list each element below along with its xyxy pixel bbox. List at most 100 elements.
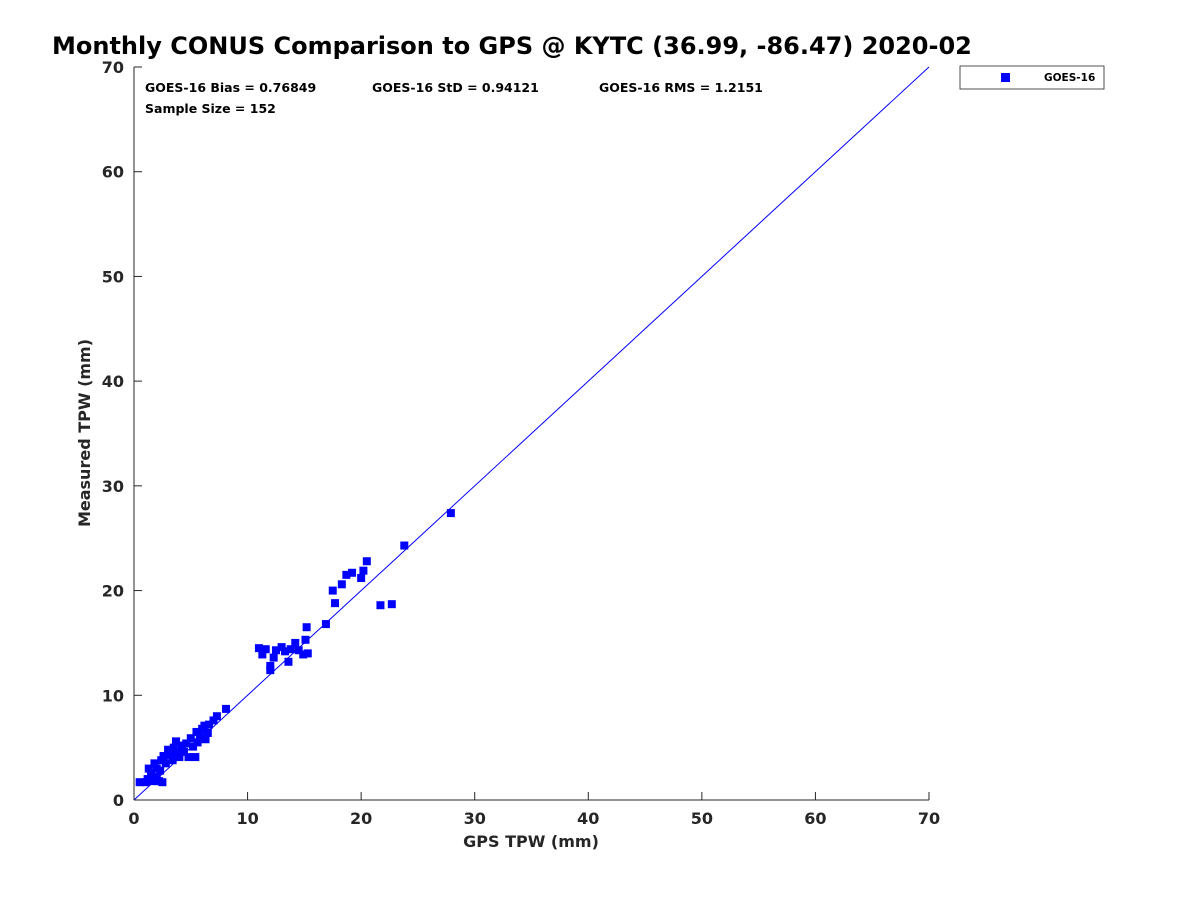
data-point (186, 734, 195, 743)
data-point (277, 643, 286, 652)
data-point (143, 775, 152, 784)
data-point (172, 737, 181, 746)
data-point (150, 759, 159, 768)
x-ticks: 0 10 20 30 40 50 60 70 (128, 792, 940, 828)
data-point (266, 661, 275, 670)
data-point (195, 732, 204, 741)
data-point (400, 541, 409, 550)
data-point (148, 777, 157, 786)
data-point (209, 716, 218, 725)
stat-sample-size: Sample Size = 152 (145, 101, 276, 116)
data-point (254, 644, 263, 653)
data-point (357, 574, 366, 583)
data-point (281, 647, 290, 656)
data-point (182, 739, 191, 748)
data-point (387, 600, 396, 609)
plot-area: 0 10 20 30 40 50 60 70 0 10 20 30 40 50 60 70 (102, 58, 940, 828)
legend-label: GOES-16 (1044, 72, 1095, 84)
x-tick-label: 10 (236, 809, 258, 828)
y-tick-label: 70 (102, 58, 124, 77)
data-point (161, 759, 170, 768)
data-point (212, 712, 221, 721)
data-point (168, 756, 177, 765)
data-point (269, 653, 278, 662)
data-point (177, 741, 186, 750)
one-to-one-line (133, 66, 930, 801)
data-point (156, 766, 165, 775)
data-point (159, 752, 168, 761)
data-point (446, 509, 455, 518)
chart-title: Monthly CONUS Comparison to GPS @ KYTC (… (52, 32, 972, 60)
data-point (359, 566, 368, 575)
data-point (157, 756, 166, 765)
data-point (193, 738, 202, 747)
data-point (302, 623, 311, 632)
x-tick-label: 50 (691, 809, 713, 828)
data-point (152, 772, 161, 781)
y-tick-label: 50 (102, 267, 124, 286)
data-point (328, 586, 337, 595)
x-tick-label: 20 (350, 809, 372, 828)
data-point (135, 778, 144, 787)
data-point (321, 620, 330, 629)
data-point (147, 769, 156, 778)
data-point (258, 650, 267, 659)
data-point (164, 745, 173, 754)
legend-marker (1001, 73, 1010, 82)
data-point (362, 557, 371, 566)
data-point (189, 742, 198, 751)
data-point (192, 727, 201, 736)
legend-box (959, 65, 1105, 90)
y-tick-label: 30 (102, 477, 124, 496)
data-point (284, 657, 293, 666)
data-point (294, 646, 303, 655)
data-point (184, 753, 193, 762)
data-point (348, 568, 357, 577)
data-point (204, 720, 213, 729)
y-tick-label: 20 (102, 582, 124, 601)
data-point (200, 721, 209, 730)
stat-bias: GOES-16 Bias = 0.76849 (145, 80, 316, 95)
data-point (179, 747, 188, 756)
data-point (342, 570, 351, 579)
data-point (303, 649, 312, 658)
y-ticks: 0 10 20 30 40 50 60 70 (102, 58, 142, 810)
data-point (166, 750, 175, 759)
data-point (191, 753, 200, 762)
x-tick-label: 30 (464, 809, 486, 828)
data-point (291, 638, 300, 647)
data-point (301, 635, 310, 644)
data-point (337, 580, 346, 589)
data-point (299, 650, 308, 659)
data-point (158, 778, 167, 787)
data-point (203, 728, 212, 737)
x-tick-label: 60 (804, 809, 826, 828)
data-points (135, 509, 455, 787)
data-point (173, 748, 182, 757)
data-point (271, 646, 280, 655)
data-point (331, 599, 340, 608)
data-point (266, 666, 275, 675)
y-tick-label: 0 (113, 791, 124, 810)
x-tick-label: 0 (128, 809, 139, 828)
legend: GOES-16 (959, 65, 1105, 90)
data-point (144, 764, 153, 773)
y-axis-label: Measured TPW (mm) (75, 339, 94, 527)
stat-rms: GOES-16 RMS = 1.2151 (599, 80, 763, 95)
x-tick-label: 40 (577, 809, 599, 828)
x-axis-label: GPS TPW (mm) (463, 832, 599, 851)
data-point (261, 645, 270, 654)
data-point (221, 704, 230, 713)
data-point (175, 753, 184, 762)
stat-std: GOES-16 StD = 0.94121 (372, 80, 539, 95)
x-tick-label: 70 (918, 809, 940, 828)
y-tick-label: 60 (102, 163, 124, 182)
data-point (376, 601, 385, 610)
data-point (286, 645, 295, 654)
y-tick-label: 10 (102, 686, 124, 705)
reference-line (133, 66, 930, 801)
data-point (201, 735, 210, 744)
data-point (169, 743, 178, 752)
y-tick-label: 40 (102, 372, 124, 391)
